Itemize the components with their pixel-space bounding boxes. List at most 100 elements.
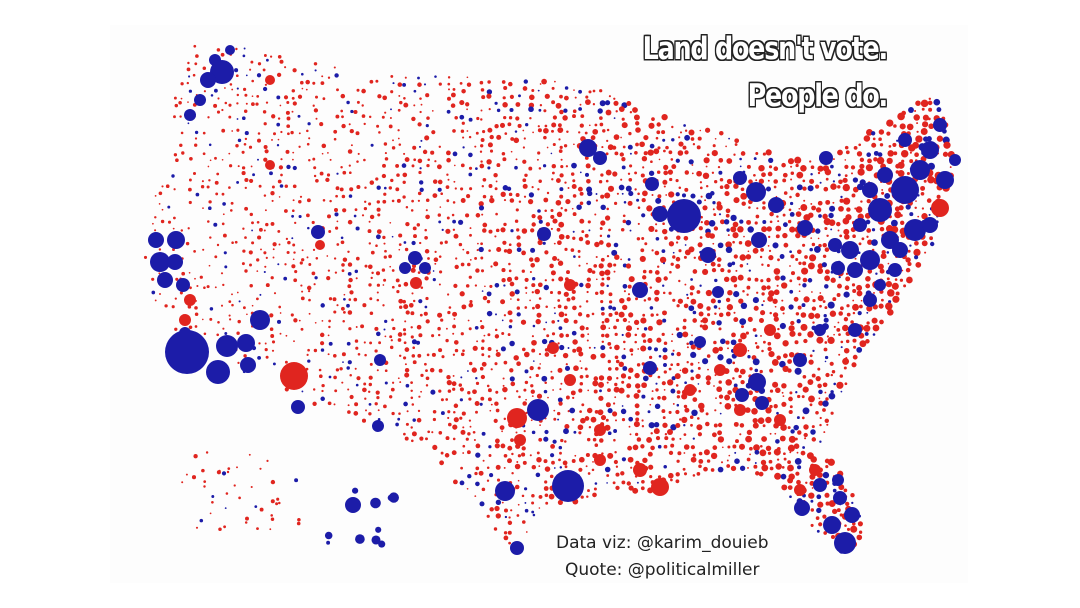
county-dot xyxy=(572,114,576,118)
county-dot xyxy=(696,424,702,430)
county-dot xyxy=(607,382,609,384)
county-dot xyxy=(532,465,536,469)
county-dot xyxy=(368,412,371,415)
county-dot xyxy=(851,362,856,367)
county-dot xyxy=(453,201,456,204)
county-dot xyxy=(564,440,567,443)
county-dot xyxy=(474,472,477,475)
county-dot xyxy=(818,522,822,526)
county-dot xyxy=(551,153,553,155)
county-dot xyxy=(473,346,478,351)
county-dot xyxy=(307,349,310,352)
county-dot xyxy=(640,318,646,324)
county-dot xyxy=(461,129,464,132)
county-dot xyxy=(770,220,773,223)
county-dot xyxy=(798,262,801,265)
county-dot xyxy=(284,66,286,68)
county-dot xyxy=(504,536,509,541)
county-dot xyxy=(922,108,925,111)
county-dot xyxy=(656,130,660,134)
county-dot xyxy=(470,426,472,428)
county-dot xyxy=(516,158,518,160)
county-dot xyxy=(187,68,191,72)
county-dot xyxy=(217,111,220,114)
county-dot xyxy=(665,194,667,196)
metro-bubble xyxy=(794,484,806,496)
county-dot xyxy=(461,430,466,435)
county-dot xyxy=(664,342,668,346)
county-dot xyxy=(730,215,736,221)
county-dot xyxy=(892,143,896,147)
county-dot xyxy=(812,350,814,352)
county-dot xyxy=(278,180,282,184)
county-dot xyxy=(815,228,820,233)
metro-bubble xyxy=(733,343,747,357)
county-dot xyxy=(556,103,562,109)
county-dot xyxy=(628,376,631,379)
county-dot xyxy=(754,306,759,311)
county-dot xyxy=(382,200,386,204)
county-dot xyxy=(235,48,237,50)
county-dot xyxy=(644,327,647,330)
county-dot xyxy=(594,347,596,349)
county-dot xyxy=(580,375,584,379)
county-dot xyxy=(329,200,331,202)
county-dot xyxy=(539,167,542,170)
county-dot xyxy=(717,354,723,360)
county-dot xyxy=(301,291,303,293)
county-dot xyxy=(385,369,388,372)
county-dot xyxy=(595,292,598,295)
county-dot xyxy=(228,300,231,303)
county-dot xyxy=(936,107,941,112)
county-dot xyxy=(620,152,624,156)
county-dot xyxy=(417,418,422,423)
county-dot xyxy=(251,80,254,83)
county-dot xyxy=(531,494,535,498)
county-dot xyxy=(356,160,359,163)
county-dot xyxy=(278,306,281,309)
county-dot xyxy=(915,200,917,202)
county-dot xyxy=(362,214,364,216)
county-dot xyxy=(236,332,239,335)
county-dot xyxy=(369,242,371,244)
county-dot xyxy=(846,304,849,307)
county-dot xyxy=(518,94,521,97)
county-dot xyxy=(550,376,553,379)
county-dot xyxy=(680,369,682,371)
county-dot xyxy=(831,278,836,283)
county-dot xyxy=(426,164,429,167)
county-dot xyxy=(735,270,737,272)
county-dot xyxy=(586,453,590,457)
county-dot xyxy=(392,82,394,84)
county-dot xyxy=(564,181,566,183)
county-dot xyxy=(461,198,466,203)
county-dot xyxy=(368,229,372,233)
county-dot xyxy=(661,409,665,413)
county-dot xyxy=(601,312,605,316)
county-dot xyxy=(496,409,500,413)
county-dot xyxy=(164,304,167,307)
large-county-bubbles xyxy=(148,45,961,555)
county-dot xyxy=(841,391,843,393)
county-dot xyxy=(568,347,570,349)
county-dot xyxy=(837,150,843,156)
county-dot xyxy=(795,368,802,375)
county-dot xyxy=(551,228,553,230)
county-dot xyxy=(653,148,659,154)
county-dot xyxy=(530,384,533,387)
county-dot xyxy=(186,242,189,245)
county-dot xyxy=(731,276,738,283)
county-dot xyxy=(362,419,366,423)
county-dot xyxy=(335,195,338,198)
county-dot xyxy=(468,320,470,322)
county-dot xyxy=(735,143,738,146)
county-dot xyxy=(523,389,526,392)
county-dot xyxy=(732,377,735,380)
county-dot xyxy=(797,276,801,280)
county-dot xyxy=(727,460,729,462)
county-dot xyxy=(790,187,794,191)
county-dot xyxy=(259,468,261,470)
county-dot xyxy=(809,254,816,261)
county-dot xyxy=(725,403,732,410)
county-dot xyxy=(208,166,210,168)
